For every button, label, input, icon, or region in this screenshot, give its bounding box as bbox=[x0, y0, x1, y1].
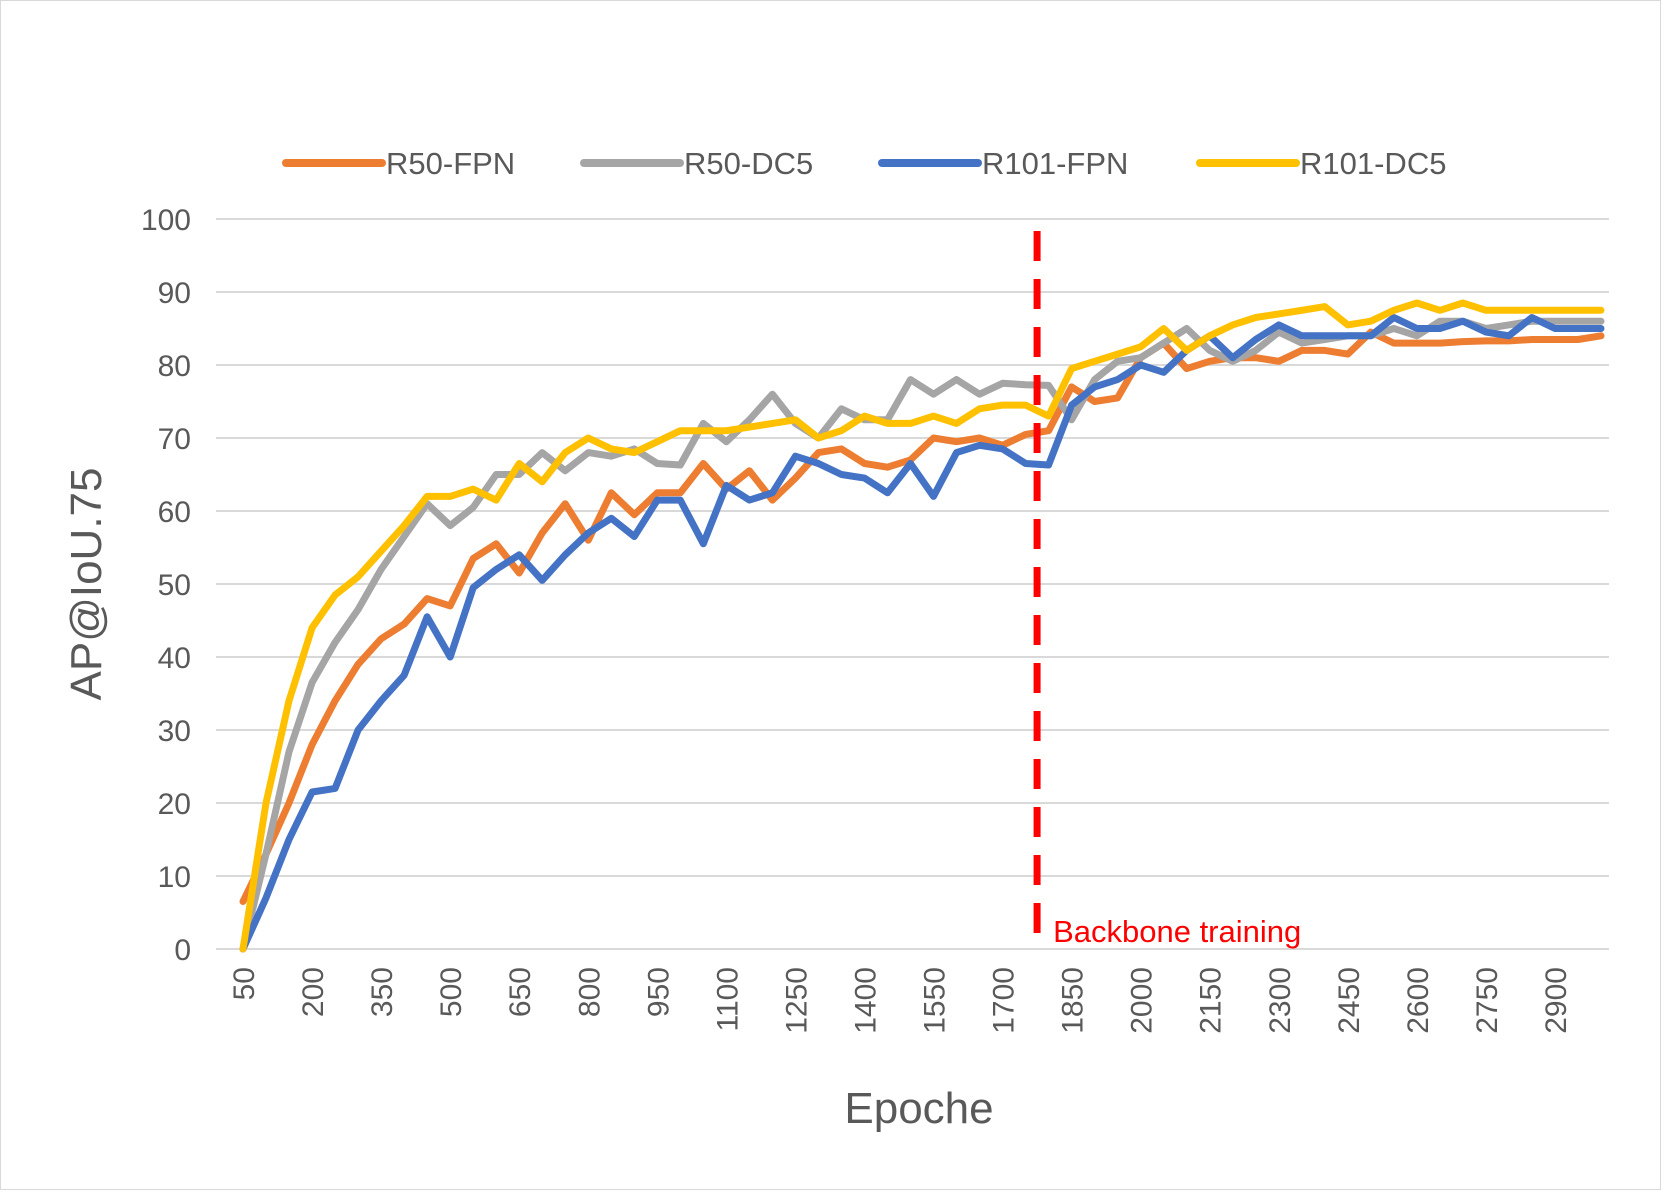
x-tick-2900: 2900 bbox=[1540, 967, 1573, 1034]
series-line-r101-fpn bbox=[239, 314, 1605, 953]
legend-label-r101-dc5: R101-DC5 bbox=[1300, 146, 1446, 181]
x-tick-200: 200 bbox=[297, 967, 330, 1017]
series-line-r50-dc5 bbox=[239, 317, 1605, 953]
y-tick-60: 60 bbox=[158, 496, 191, 529]
y-tick-80: 80 bbox=[158, 350, 191, 383]
x-tick-2000: 2000 bbox=[1126, 967, 1159, 1034]
series-lines bbox=[239, 299, 1605, 953]
x-tick-350: 350 bbox=[366, 967, 399, 1017]
y-tick-100: 100 bbox=[141, 204, 191, 237]
x-tick-labels: 50 200 350 500 650 800 950 1100 1250 1400 1550 1700… bbox=[228, 967, 1573, 1034]
y-tick-30: 30 bbox=[158, 715, 191, 748]
x-tick-800: 800 bbox=[573, 967, 606, 1017]
y-tick-70: 70 bbox=[158, 423, 191, 456]
y-tick-labels: 0 10 20 30 40 50 60 70 80 90 100 bbox=[141, 204, 191, 967]
y-tick-50: 50 bbox=[158, 569, 191, 602]
x-tick-1850: 1850 bbox=[1057, 967, 1090, 1034]
legend-label-r50-fpn: R50-FPN bbox=[386, 146, 515, 181]
y-tick-10: 10 bbox=[158, 861, 191, 894]
y-tick-90: 90 bbox=[158, 277, 191, 310]
x-tick-2150: 2150 bbox=[1195, 967, 1228, 1034]
x-tick-1400: 1400 bbox=[849, 967, 882, 1034]
y-tick-40: 40 bbox=[158, 642, 191, 675]
gridlines bbox=[216, 218, 1609, 950]
x-tick-950: 950 bbox=[642, 967, 675, 1017]
x-tick-2300: 2300 bbox=[1264, 967, 1297, 1034]
backbone-training-label: Backbone training bbox=[1053, 914, 1301, 949]
x-tick-2600: 2600 bbox=[1402, 967, 1435, 1034]
y-tick-20: 20 bbox=[158, 788, 191, 821]
legend-label-r50-dc5: R50-DC5 bbox=[684, 146, 813, 181]
legend: R50-FPN R50-DC5 R101-FPN R101-DC5 bbox=[282, 146, 1446, 181]
y-tick-0: 0 bbox=[174, 934, 191, 967]
y-axis-title: AP@IoU.75 bbox=[62, 468, 111, 701]
x-tick-500: 500 bbox=[435, 967, 468, 1017]
x-tick-1700: 1700 bbox=[988, 967, 1021, 1034]
x-tick-2450: 2450 bbox=[1333, 967, 1366, 1034]
x-tick-1100: 1100 bbox=[711, 967, 744, 1032]
legend-label-r101-fpn: R101-FPN bbox=[982, 146, 1128, 181]
backbone-marker: Backbone training bbox=[1033, 231, 1301, 949]
x-tick-50: 50 bbox=[228, 967, 261, 1000]
series-line-r101-dc5 bbox=[239, 299, 1605, 953]
x-tick-1550: 1550 bbox=[919, 967, 952, 1034]
x-tick-650: 650 bbox=[504, 967, 537, 1017]
x-tick-1250: 1250 bbox=[780, 967, 813, 1034]
x-tick-2750: 2750 bbox=[1471, 967, 1504, 1034]
x-axis-title: Epoche bbox=[844, 1084, 993, 1133]
